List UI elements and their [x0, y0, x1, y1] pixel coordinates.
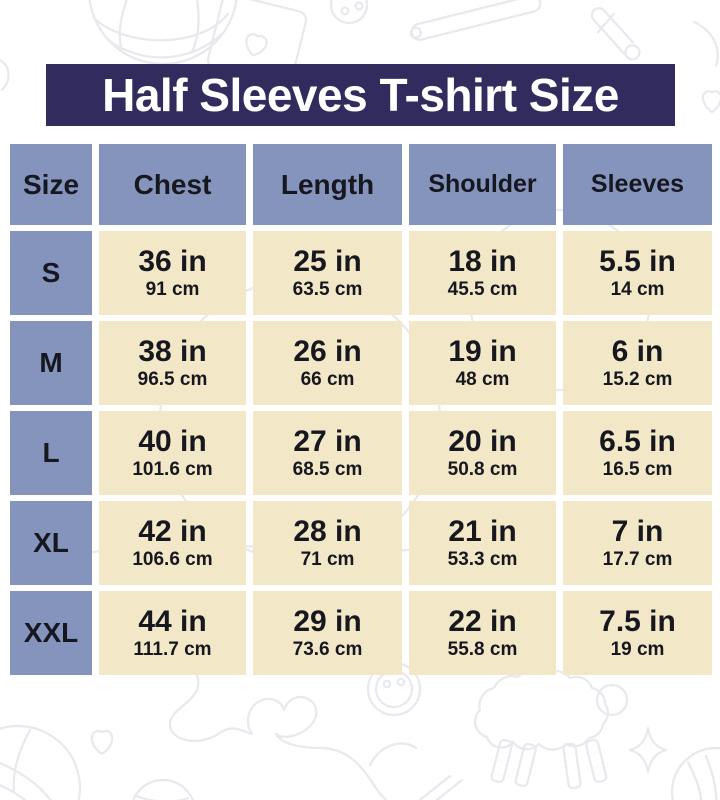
cell-m-shoulder: 19 in 48 cm [409, 321, 556, 405]
value-cm: 71 cm [300, 549, 355, 571]
doodle-curve [368, 742, 418, 767]
heart-icon [90, 729, 114, 756]
cell-s-sleeves: 5.5 in 14 cm [563, 231, 712, 315]
row-label-s: S [10, 231, 92, 315]
value-cm: 16.5 cm [602, 459, 673, 481]
value-cm: 68.5 cm [292, 459, 363, 481]
cell-s-chest: 36 in 91 cm [99, 231, 246, 315]
doodle-stitch [418, 774, 464, 800]
value-inches: 42 in [138, 514, 207, 548]
sheep-icon [474, 669, 629, 790]
cell-l-chest: 40 in 101.6 cm [99, 411, 246, 495]
value-cm: 66 cm [300, 369, 355, 391]
value-inches: 22 in [448, 604, 517, 638]
size-chart-table: Size Chest Length Shoulder Sleeves S 36 … [10, 144, 712, 675]
value-inches: 40 in [138, 424, 207, 458]
cell-l-sleeves: 6.5 in 16.5 cm [563, 411, 712, 495]
value-cm: 48 cm [455, 369, 510, 391]
value-cm: 96.5 cm [137, 369, 208, 391]
column-header-length: Length [253, 144, 402, 225]
value-cm: 55.8 cm [447, 639, 518, 661]
value-inches: 25 in [293, 244, 362, 278]
cell-xxl-sleeves: 7.5 in 19 cm [563, 591, 712, 675]
column-header-size: Size [10, 144, 92, 225]
cell-xxl-shoulder: 22 in 55.8 cm [409, 591, 556, 675]
value-cm: 50.8 cm [447, 459, 518, 481]
title-banner: Half Sleeves T-shirt Size [46, 64, 675, 126]
row-label-m: M [10, 321, 92, 405]
value-inches: 29 in [293, 604, 362, 638]
value-inches: 21 in [448, 514, 517, 548]
value-cm: 17.7 cm [602, 549, 673, 571]
doodle-curve [0, 58, 10, 92]
cell-xl-chest: 42 in 106.6 cm [99, 501, 246, 585]
cell-m-sleeves: 6 in 15.2 cm [563, 321, 712, 405]
cell-xl-length: 28 in 71 cm [253, 501, 402, 585]
cell-m-length: 26 in 66 cm [253, 321, 402, 405]
value-cm: 106.6 cm [132, 549, 213, 571]
value-inches: 38 in [138, 334, 207, 368]
value-inches: 26 in [293, 334, 362, 368]
safety-pin-icon [590, 7, 641, 61]
cell-xl-sleeves: 7 in 17.7 cm [563, 501, 712, 585]
column-header-chest: Chest [99, 144, 246, 225]
heart-icon [701, 90, 720, 114]
value-inches: 6 in [611, 334, 664, 368]
value-inches: 7.5 in [599, 604, 676, 638]
cell-xl-shoulder: 21 in 53.3 cm [409, 501, 556, 585]
cell-s-shoulder: 18 in 45.5 cm [409, 231, 556, 315]
page-title: Half Sleeves T-shirt Size [102, 69, 619, 121]
row-label-xxl: XXL [10, 591, 92, 675]
thread-heart-loop-icon [168, 671, 388, 800]
cell-l-shoulder: 20 in 50.8 cm [409, 411, 556, 495]
doodle-curve [692, 20, 719, 68]
cell-xxl-length: 29 in 73.6 cm [253, 591, 402, 675]
row-label-l: L [10, 411, 92, 495]
value-cm: 53.3 cm [447, 549, 518, 571]
value-inches: 44 in [138, 604, 207, 638]
row-label-xl: XL [10, 501, 92, 585]
value-inches: 18 in [448, 244, 517, 278]
knitting-needle-icon [409, 0, 542, 41]
value-inches: 20 in [448, 424, 517, 458]
value-inches: 27 in [293, 424, 362, 458]
cell-xxl-chest: 44 in 111.7 cm [99, 591, 246, 675]
value-cm: 19 cm [610, 639, 665, 661]
yarn-ball-icon [132, 778, 194, 800]
value-cm: 91 cm [145, 279, 200, 301]
value-cm: 15.2 cm [602, 369, 673, 391]
value-cm: 14 cm [610, 279, 665, 301]
value-inches: 36 in [138, 244, 207, 278]
column-header-shoulder: Shoulder [409, 144, 556, 225]
cell-m-chest: 38 in 96.5 cm [99, 321, 246, 405]
yarn-ball-icon [670, 746, 720, 800]
value-cm: 45.5 cm [447, 279, 518, 301]
value-cm: 111.7 cm [133, 639, 212, 661]
value-inches: 7 in [611, 514, 664, 548]
column-header-sleeves: Sleeves [563, 144, 712, 225]
yarn-ball-icon [0, 724, 82, 800]
cell-l-length: 27 in 68.5 cm [253, 411, 402, 495]
value-inches: 5.5 in [599, 244, 676, 278]
value-cm: 63.5 cm [292, 279, 363, 301]
value-cm: 73.6 cm [292, 639, 363, 661]
value-inches: 6.5 in [599, 424, 676, 458]
value-inches: 19 in [448, 334, 517, 368]
button-icon [329, 0, 369, 25]
value-inches: 28 in [293, 514, 362, 548]
value-cm: 101.6 cm [132, 459, 213, 481]
cell-s-length: 25 in 63.5 cm [253, 231, 402, 315]
sparkle-icon [628, 726, 668, 774]
